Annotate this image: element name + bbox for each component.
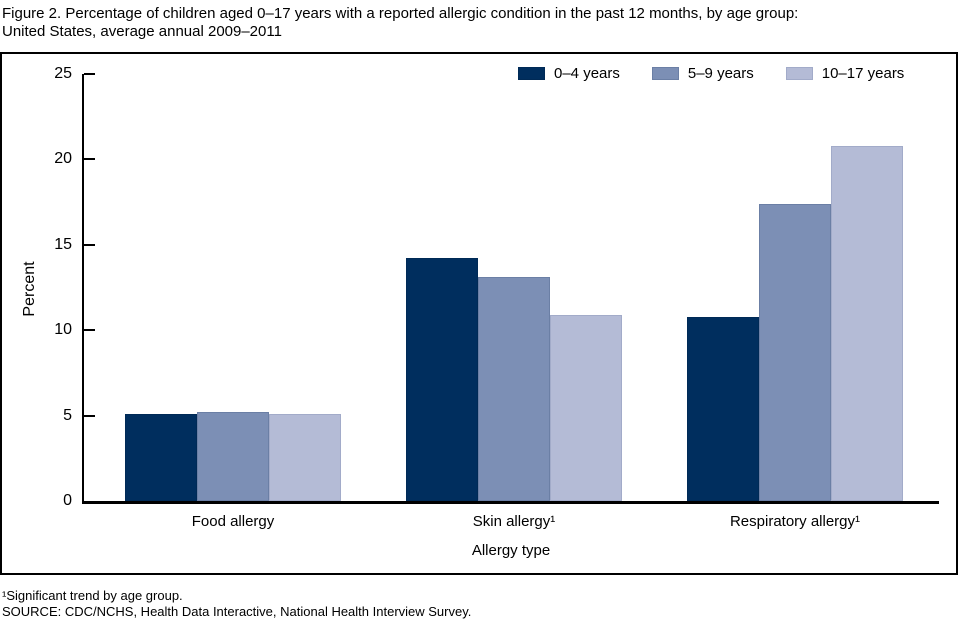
bar-0-4-years-food-allergy bbox=[125, 414, 197, 501]
y-axis-line bbox=[82, 74, 84, 503]
legend-label-0-4-years: 0–4 years bbox=[554, 65, 620, 82]
y-tick-label-5: 5 bbox=[63, 406, 72, 424]
bar-0-4-years-skin-allergy bbox=[406, 258, 478, 501]
legend-item-5-9-years: 5–9 years bbox=[651, 65, 754, 82]
category-label-skin-allergy: Skin allergy¹ bbox=[472, 513, 556, 530]
legend-item-10-17-years: 10–17 years bbox=[785, 65, 905, 82]
x-axis-line bbox=[82, 501, 939, 504]
legend-item-0-4-years: 0–4 years bbox=[518, 65, 620, 82]
y-tick-label-15: 15 bbox=[54, 235, 72, 253]
y-tick-mark-15 bbox=[84, 243, 95, 246]
bar-10-17-years-skin-allergy bbox=[550, 315, 622, 501]
footnote-source: SOURCE: CDC/NCHS, Health Data Interactiv… bbox=[2, 604, 472, 619]
legend-swatch-icon-5-9-years bbox=[651, 67, 679, 80]
y-tick-label-10: 10 bbox=[54, 321, 72, 339]
bar-0-4-years-respiratory-allergy bbox=[687, 317, 759, 501]
legend-swatch-icon-0-4-years bbox=[518, 67, 545, 80]
y-tick-label-25: 25 bbox=[54, 65, 72, 82]
y-tick-mark-20 bbox=[84, 158, 95, 161]
bar-5-9-years-skin-allergy bbox=[478, 277, 550, 501]
y-axis-title: Percent bbox=[21, 261, 38, 317]
y-tick-label-20: 20 bbox=[54, 150, 72, 168]
figure-title-line2: United States, average annual 2009–2011 bbox=[2, 23, 282, 40]
figure-title-line1: Figure 2. Percentage of children aged 0–… bbox=[2, 5, 799, 22]
footnote-significant-trend: ¹Significant trend by age group. bbox=[2, 588, 183, 603]
bar-5-9-years-respiratory-allergy bbox=[759, 204, 831, 501]
bar-10-17-years-food-allergy bbox=[269, 414, 341, 501]
y-tick-mark-10 bbox=[84, 329, 95, 332]
figure-title: Figure 2. Percentage of children aged 0–… bbox=[2, 5, 956, 41]
category-label-respiratory-allergy: Respiratory allergy¹ bbox=[729, 513, 861, 530]
y-tick-mark-25 bbox=[84, 73, 95, 75]
legend-label-10-17-years: 10–17 years bbox=[821, 65, 905, 82]
legend-label-5-9-years: 5–9 years bbox=[687, 65, 754, 82]
x-axis-title: Allergy type bbox=[471, 542, 551, 559]
category-label-food-allergy: Food allergy bbox=[191, 513, 275, 530]
chart-legend: 0–4 years 5–9 years 10–17 years bbox=[518, 65, 904, 82]
legend-swatch-icon-10-17-years bbox=[785, 67, 813, 80]
bar-5-9-years-food-allergy bbox=[197, 412, 269, 501]
y-tick-mark-5 bbox=[84, 414, 95, 417]
y-tick-label-0: 0 bbox=[63, 492, 72, 509]
bar-10-17-years-respiratory-allergy bbox=[831, 146, 903, 501]
